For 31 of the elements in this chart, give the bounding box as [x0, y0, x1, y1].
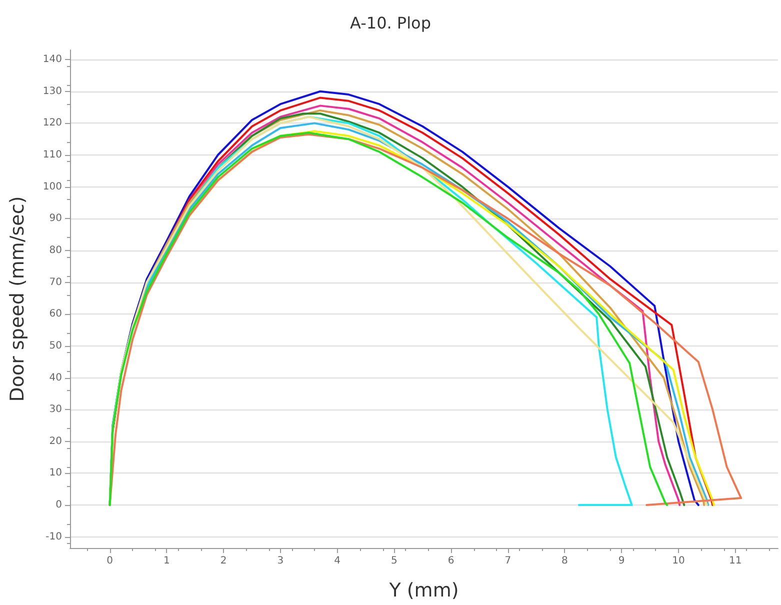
x-tick-label: 1 — [163, 556, 170, 566]
y-tick-label: 20 — [49, 436, 62, 447]
x-tick-label: 8 — [562, 556, 568, 566]
x-tick-label: 7 — [504, 556, 512, 566]
x-tick-label: 9 — [618, 556, 625, 566]
x-tick-label: 3 — [277, 556, 284, 566]
x-tick-label: 6 — [448, 556, 454, 566]
y-tick-label: 70 — [49, 276, 62, 288]
x-tick-label: 0 — [106, 556, 113, 566]
x-axis-title: Y (mm) — [388, 580, 459, 602]
y-tick-label: 90 — [49, 213, 62, 224]
y-tick-label: 30 — [49, 404, 62, 416]
y-tick-label: 140 — [42, 54, 62, 66]
y-tick-label: 130 — [42, 86, 62, 97]
y-tick-label: 10 — [49, 468, 62, 479]
y-tick-label: 110 — [42, 150, 62, 161]
y-tick-label: 80 — [49, 244, 62, 256]
x-tick-label: 10 — [672, 556, 685, 566]
x-tick-label: 4 — [334, 556, 340, 566]
y-tick-label: 100 — [42, 181, 62, 192]
y-axis-title: Door speed (mm/sec) — [6, 196, 28, 402]
y-tick-label: 0 — [56, 500, 62, 511]
y-tick-label: 120 — [42, 118, 62, 129]
y-tick-label: 60 — [49, 308, 62, 320]
y-tick-label: 40 — [49, 372, 62, 384]
x-tick-label: 2 — [220, 556, 227, 566]
x-tick-label: 5 — [390, 556, 398, 566]
chart-title: A-10. Plop — [350, 14, 431, 32]
y-tick-label: 50 — [49, 340, 62, 352]
y-tick-label: -10 — [46, 531, 62, 542]
x-tick-label: 11 — [728, 556, 742, 566]
